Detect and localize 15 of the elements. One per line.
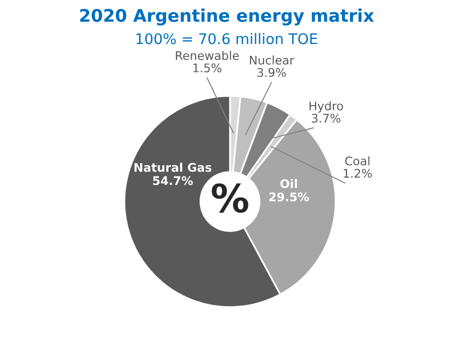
chart-title: 2020 Argentine energy matrix [80,8,374,26]
data-label: 1.5% [193,63,222,72]
slice-label: Hydro [310,101,343,113]
data-label: 54.7% [153,176,193,186]
data-label: 1.2% [344,168,372,178]
data-label: 29.5% [269,192,309,202]
slice-label: Natural Gas [134,162,212,172]
data-label: 3.7% [312,114,340,123]
chart-subtitle: 100% = 70.6 million TOE [136,32,318,44]
slice-label: Nuclear [250,55,294,65]
text: % [212,183,248,213]
data-label: 3.9% [257,68,286,77]
slice-label: Coal [345,156,370,166]
slice-label: Oil [280,179,297,188]
slice-label: Renewable [176,50,239,60]
